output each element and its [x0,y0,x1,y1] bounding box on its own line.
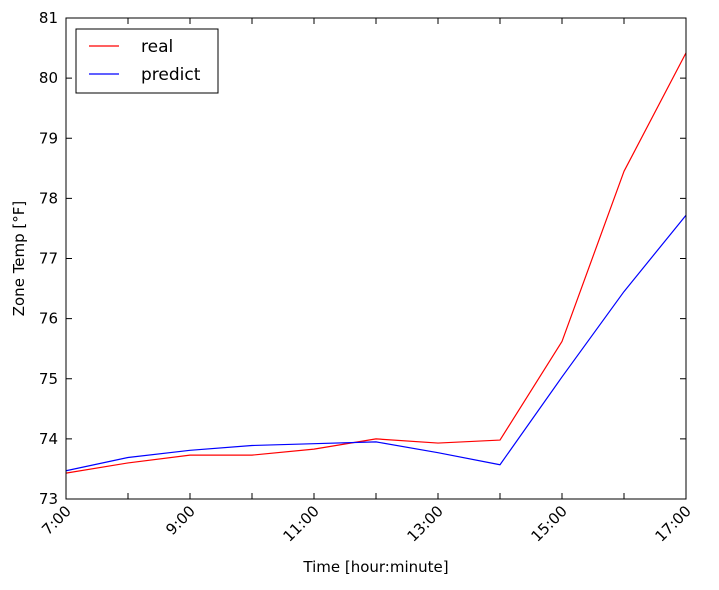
y-tick-label: 75 [39,370,58,388]
series-layer [65,52,687,474]
y-tick-label: 78 [39,189,58,207]
legend: real predict [75,28,219,94]
y-tick-label: 76 [39,310,58,328]
series-line-predict [65,214,687,472]
ticks-layer [65,17,687,500]
legend-box [75,28,219,94]
legend-label-real: real [141,37,173,57]
y-tick-label: 79 [39,129,58,147]
y-tick-label: 74 [39,430,58,448]
x-tick-label: 9:00 [162,502,199,539]
x-tick-label: 11:00 [280,502,323,545]
legend-label-predict: predict [141,65,201,85]
y-tick-label: 80 [39,69,58,87]
y-axis-label: Zone Temp [°F] [10,201,28,317]
x-tick-label: 17:00 [652,502,695,545]
x-tick-label: 15:00 [528,502,571,545]
y-tick-label: 73 [39,490,58,508]
x-axis-label: Time [hour:minute] [302,558,448,576]
y-tick-label: 81 [39,9,58,27]
series-line-real [65,52,687,474]
y-tick-label: 77 [39,250,58,268]
x-tick-label: 13:00 [404,502,447,545]
